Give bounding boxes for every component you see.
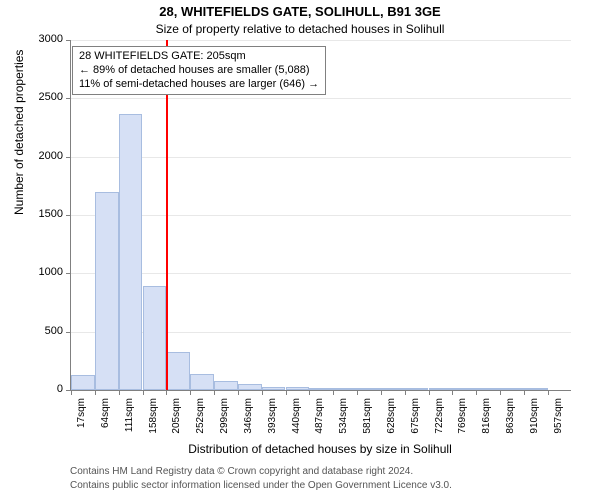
ytick-label: 1000 <box>23 266 63 278</box>
histogram-bar <box>143 286 167 390</box>
annotation-line: 11% of semi-detached houses are larger (… <box>79 78 319 92</box>
histogram-bar <box>95 192 119 390</box>
xtick-mark <box>476 390 477 395</box>
ytick-label: 3000 <box>23 33 63 45</box>
ytick-mark <box>66 157 71 158</box>
ytick-label: 0 <box>23 383 63 395</box>
gridline <box>71 215 571 216</box>
xtick-mark <box>214 390 215 395</box>
page-root: 28, WHITEFIELDS GATE, SOLIHULL, B91 3GE … <box>0 0 600 500</box>
histogram-bar <box>333 388 357 390</box>
histogram-bar <box>524 388 548 390</box>
xtick-mark <box>71 390 72 395</box>
xtick-mark <box>143 390 144 395</box>
xtick-mark <box>190 390 191 395</box>
histogram-bar <box>166 352 190 391</box>
xtick-mark <box>405 390 406 395</box>
ytick-mark <box>66 273 71 274</box>
xtick-mark <box>524 390 525 395</box>
ytick-mark <box>66 98 71 99</box>
histogram-bar <box>429 388 453 390</box>
gridline <box>71 98 571 99</box>
histogram-bar <box>119 114 143 391</box>
histogram-bar <box>381 388 405 390</box>
ytick-mark <box>66 40 71 41</box>
histogram-bar <box>476 388 500 390</box>
ytick-label: 2000 <box>23 150 63 162</box>
annotation-line: ← 89% of detached houses are smaller (5,… <box>79 64 319 78</box>
ytick-label: 2500 <box>23 91 63 103</box>
histogram-bar <box>286 387 310 390</box>
xtick-mark <box>452 390 453 395</box>
xtick-mark <box>286 390 287 395</box>
histogram-bar <box>500 388 524 390</box>
xtick-mark <box>166 390 167 395</box>
ytick-mark <box>66 332 71 333</box>
gridline <box>71 157 571 158</box>
credit-line-2: Contains public sector information licen… <box>70 480 452 491</box>
histogram-bar <box>238 384 262 390</box>
chart-area: 05001000150020002500300017sqm64sqm111sqm… <box>70 40 570 390</box>
xtick-mark <box>381 390 382 395</box>
x-axis-title: Distribution of detached houses by size … <box>70 442 570 456</box>
gridline <box>71 273 571 274</box>
histogram-bar <box>71 375 95 390</box>
xtick-mark <box>429 390 430 395</box>
chart-subtitle: Size of property relative to detached ho… <box>0 22 600 36</box>
histogram-bar <box>405 388 429 390</box>
annotation-line: 28 WHITEFIELDS GATE: 205sqm <box>79 50 319 64</box>
xtick-mark <box>548 390 549 395</box>
histogram-bar <box>190 374 214 390</box>
annotation-box: 28 WHITEFIELDS GATE: 205sqm ← 89% of det… <box>72 46 326 95</box>
xtick-mark <box>238 390 239 395</box>
histogram-bar <box>262 387 286 391</box>
xtick-mark <box>95 390 96 395</box>
ytick-label: 1500 <box>23 208 63 220</box>
y-axis-title: Number of detached properties <box>12 50 26 215</box>
xtick-mark <box>119 390 120 395</box>
gridline <box>71 40 571 41</box>
histogram-bar <box>309 388 333 390</box>
xtick-mark <box>333 390 334 395</box>
chart-title: 28, WHITEFIELDS GATE, SOLIHULL, B91 3GE <box>0 4 600 19</box>
xtick-mark <box>309 390 310 395</box>
ytick-mark <box>66 215 71 216</box>
xtick-mark <box>262 390 263 395</box>
histogram-bar <box>452 388 476 390</box>
histogram-bar <box>214 381 238 390</box>
histogram-bar <box>357 388 381 390</box>
xtick-mark <box>500 390 501 395</box>
xtick-mark <box>357 390 358 395</box>
ytick-label: 500 <box>23 325 63 337</box>
credit-line-1: Contains HM Land Registry data © Crown c… <box>70 466 413 477</box>
